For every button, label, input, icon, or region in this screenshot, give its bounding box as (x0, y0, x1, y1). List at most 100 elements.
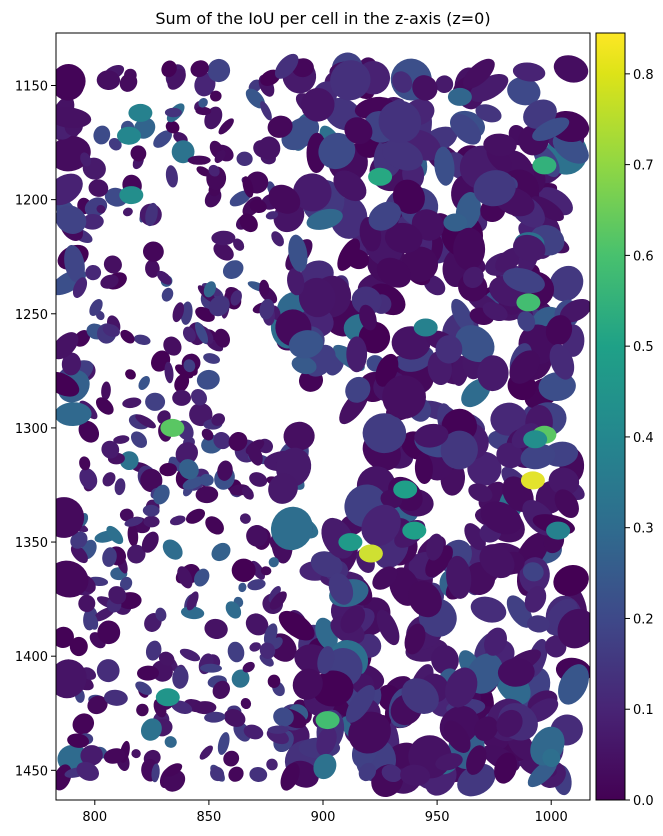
cell (283, 421, 315, 451)
cell (243, 724, 264, 740)
cell (408, 580, 442, 618)
cell (138, 376, 150, 390)
cell (72, 713, 95, 735)
cell (127, 544, 146, 564)
cell (108, 137, 122, 151)
cell (56, 371, 80, 397)
cell (95, 397, 114, 415)
chart-title: Sum of the IoU per cell in the z-axis (z… (155, 9, 490, 28)
cell (301, 88, 335, 122)
cell (426, 533, 444, 561)
colorbar-gradient (595, 32, 626, 801)
cell (288, 234, 308, 272)
cell (130, 145, 147, 162)
y-tick-label: 1150 (15, 80, 48, 95)
cell (96, 659, 120, 683)
cell (214, 328, 231, 348)
cell (291, 356, 317, 375)
cell (207, 58, 231, 83)
colorbar-tick-label: 0.8 (633, 68, 654, 83)
cell (228, 766, 244, 782)
cell (340, 605, 366, 634)
cell (298, 277, 336, 318)
y-tick-label: 1350 (15, 536, 48, 551)
cell (186, 591, 199, 611)
cell (223, 750, 240, 767)
cell (208, 295, 230, 317)
cell (153, 130, 172, 148)
cell-layer (56, 52, 590, 797)
x-tick-label: 1000 (535, 810, 568, 825)
cell (466, 745, 487, 775)
x-tick-label: 950 (425, 810, 450, 825)
cell (177, 566, 193, 589)
cell (259, 642, 276, 659)
cell (211, 542, 231, 562)
cell (358, 762, 377, 782)
cell (473, 170, 516, 207)
cell (56, 107, 92, 129)
cell (161, 60, 177, 78)
cell (549, 265, 584, 302)
cell (88, 179, 109, 197)
cell (163, 763, 183, 777)
cell (554, 489, 579, 519)
cell (213, 242, 234, 261)
cell (159, 462, 177, 477)
cell (137, 665, 159, 681)
cell (263, 623, 278, 646)
notable-cell (368, 167, 393, 186)
cell (506, 595, 533, 628)
notable-cell (532, 156, 557, 175)
cell (435, 75, 454, 93)
notable-cell (516, 293, 541, 312)
cell (260, 101, 272, 121)
cell (512, 62, 546, 82)
cell (198, 97, 208, 108)
cell (78, 594, 96, 613)
cell (80, 152, 92, 167)
cell (552, 133, 589, 164)
cell (242, 661, 255, 673)
cell (96, 204, 106, 214)
cell (120, 329, 135, 344)
cell (361, 504, 401, 547)
cell (333, 170, 367, 202)
cell (61, 352, 82, 376)
notable-cell (546, 521, 571, 540)
notable-cell-layer (117, 87, 571, 730)
cell (133, 334, 151, 345)
cell (509, 350, 540, 384)
cell (401, 678, 439, 715)
cell (271, 231, 284, 247)
cell (56, 626, 74, 649)
cell (140, 468, 163, 493)
cell (532, 117, 570, 141)
cell (122, 397, 142, 409)
cell (274, 53, 299, 79)
cell (246, 525, 268, 547)
cell (453, 227, 486, 271)
cell (125, 369, 136, 380)
cell (494, 752, 518, 784)
cell (490, 402, 527, 436)
cell (203, 353, 221, 364)
colorbar-ticks: 0.0 0.1 0.2 0.3 0.4 0.5 0.6 0.7 0.8 (625, 68, 654, 809)
cell (260, 566, 272, 576)
cell (268, 184, 301, 214)
cell (376, 257, 412, 288)
cell (67, 733, 90, 748)
x-tick-label: 800 (82, 810, 107, 825)
cell (549, 343, 575, 380)
cell (193, 701, 217, 715)
cell (100, 274, 119, 289)
cell (400, 764, 431, 786)
cell (479, 544, 515, 579)
cell (113, 435, 130, 444)
cell (431, 645, 459, 675)
cell (217, 732, 230, 755)
cell (56, 560, 89, 598)
x-axis: 800 850 900 950 1000 (82, 800, 568, 825)
cell (64, 244, 85, 283)
cell (344, 117, 373, 145)
